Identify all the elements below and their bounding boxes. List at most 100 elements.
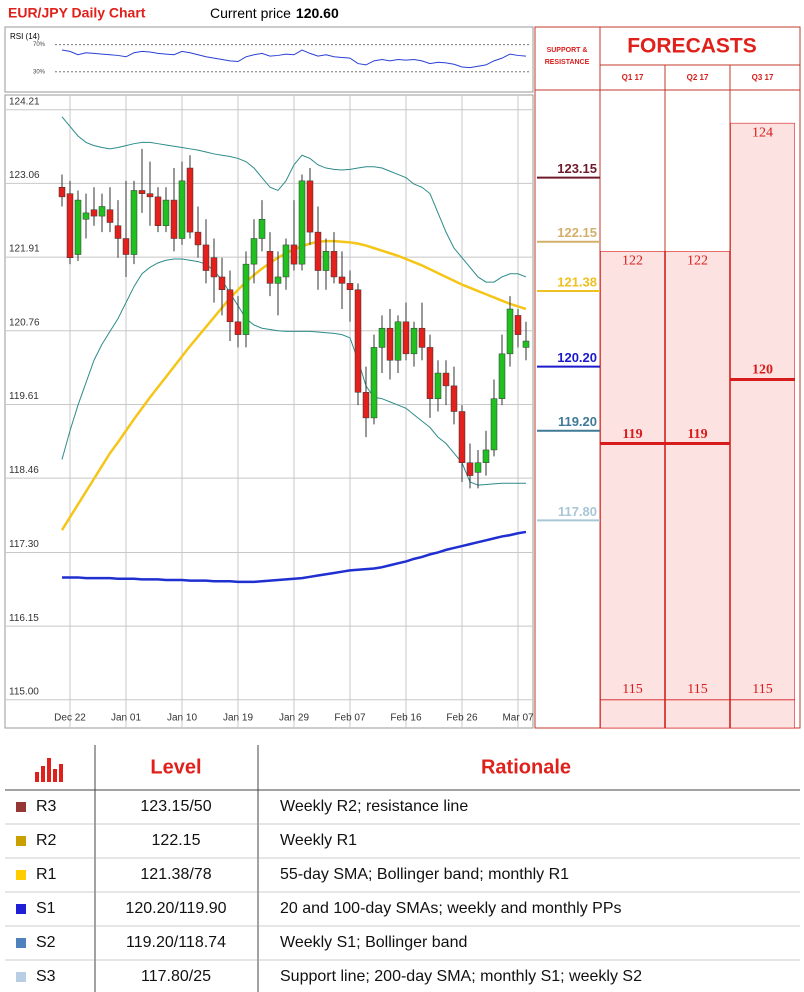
candle-body xyxy=(210,257,218,278)
forecast-high: 122 xyxy=(687,254,708,269)
y-tick-label: 124.21 xyxy=(9,96,40,107)
candle-body xyxy=(74,199,82,255)
candle-body xyxy=(362,392,370,419)
candle-body xyxy=(394,321,402,361)
y-tick-label: 117.30 xyxy=(9,539,39,550)
forecast-high: 122 xyxy=(622,254,643,269)
candle-body xyxy=(354,289,362,393)
forecast-range xyxy=(600,251,665,729)
candle-body xyxy=(490,398,498,451)
candle-body xyxy=(250,238,258,265)
candle-body xyxy=(82,212,90,220)
candle-body xyxy=(130,190,138,255)
candle-body xyxy=(426,347,434,399)
candle-body xyxy=(474,462,482,473)
candle-body xyxy=(234,321,242,335)
sr-level-label: 120.20 xyxy=(557,350,597,365)
sr-level-label: 123.15 xyxy=(557,161,597,176)
level-value: 121.38/78 xyxy=(140,866,211,883)
candle-body xyxy=(506,308,514,355)
forecast-low-label: 115 xyxy=(752,682,772,697)
candle-body xyxy=(322,251,330,271)
level-rationale: 55-day SMA; Bollinger band; monthly R1 xyxy=(280,866,569,883)
level-rationale: 20 and 100-day SMAs; weekly and monthly … xyxy=(280,900,622,917)
level-swatch xyxy=(16,904,26,914)
candle-body xyxy=(202,244,210,271)
level-code: S1 xyxy=(36,900,56,917)
chart-title: EUR/JPY Daily Chart xyxy=(8,5,146,21)
rsi-tick-label: 70% xyxy=(33,42,46,48)
y-tick-label: 123.06 xyxy=(9,170,40,181)
level-value: 119.20/118.74 xyxy=(126,934,226,951)
candle-body xyxy=(346,283,354,291)
y-tick-label: 115.00 xyxy=(9,686,39,697)
candle-body xyxy=(418,327,426,348)
x-tick-label: Feb 26 xyxy=(446,713,478,724)
x-tick-label: Mar 07 xyxy=(502,713,534,724)
indicator-line xyxy=(61,116,527,283)
candle-body xyxy=(138,190,146,194)
forecast-low-label: 115 xyxy=(687,682,707,697)
candle-body xyxy=(258,219,266,239)
forecast-mid-label: 119 xyxy=(687,427,707,442)
candle-body xyxy=(170,199,178,239)
forecast-mid-label: 119 xyxy=(622,427,642,442)
forecast-title: FORECASTS xyxy=(627,35,757,58)
level-rationale: Weekly R2; resistance line xyxy=(280,798,468,815)
level-value: 117.80/25 xyxy=(141,968,211,985)
candle-body xyxy=(114,225,122,239)
candle-body xyxy=(242,263,250,335)
table-icon xyxy=(35,758,63,782)
header-rationale: Rationale xyxy=(481,756,571,778)
level-rationale: Support line; 200-day SMA; monthly S1; w… xyxy=(280,968,642,985)
x-tick-label: Feb 16 xyxy=(390,713,422,724)
candle-body xyxy=(122,238,130,255)
level-swatch xyxy=(16,870,26,880)
candle-body xyxy=(522,340,530,348)
forecast-high: 124 xyxy=(752,125,773,140)
level-rationale: Weekly R1 xyxy=(280,832,357,849)
y-tick-label: 119.61 xyxy=(9,391,39,402)
level-rationale: Weekly S1; Bollinger band xyxy=(280,934,467,951)
current-price-value: 120.60 xyxy=(296,5,339,21)
candle-body xyxy=(282,244,290,278)
level-code: S3 xyxy=(36,968,56,985)
candle-body xyxy=(154,196,162,226)
indicator-line xyxy=(62,530,527,584)
candle-body xyxy=(106,209,114,223)
candle-body xyxy=(146,193,154,198)
y-tick-label: 118.46 xyxy=(9,465,39,476)
sr-label: SUPPORT & xyxy=(547,47,588,54)
candle-body xyxy=(306,180,314,233)
candle-body xyxy=(274,276,282,284)
current-price: Current price 120.60 xyxy=(210,5,339,21)
candle-body xyxy=(378,327,386,348)
candle-body xyxy=(442,372,450,387)
rsi-title: RSI (14) xyxy=(10,32,40,41)
candle-body xyxy=(314,231,322,271)
candle-body xyxy=(466,462,474,476)
candle-body xyxy=(482,449,490,464)
candle-body xyxy=(386,327,394,361)
y-tick-label: 121.91 xyxy=(9,244,40,255)
x-tick-label: Jan 19 xyxy=(223,713,253,724)
candle-body xyxy=(458,411,466,464)
level-code: S2 xyxy=(36,934,56,951)
sr-level-label: 119.20 xyxy=(558,414,597,429)
level-code: R2 xyxy=(36,832,57,849)
sr-label: RESISTANCE xyxy=(545,59,590,66)
x-tick-label: Feb 07 xyxy=(334,713,366,724)
level-code: R3 xyxy=(36,798,57,815)
candle-body xyxy=(186,167,194,233)
candle-body xyxy=(330,251,338,278)
candle-body xyxy=(98,206,106,217)
forecast-low-label: 115 xyxy=(622,682,642,697)
icon-bar xyxy=(59,764,63,782)
icon-bar xyxy=(41,766,45,782)
icon-bar xyxy=(47,758,51,782)
chart-frame xyxy=(4,94,534,729)
candle-body xyxy=(298,180,306,265)
candle-body xyxy=(58,187,66,198)
level-table: Level Rationale xyxy=(35,745,571,992)
level-swatch xyxy=(16,938,26,948)
